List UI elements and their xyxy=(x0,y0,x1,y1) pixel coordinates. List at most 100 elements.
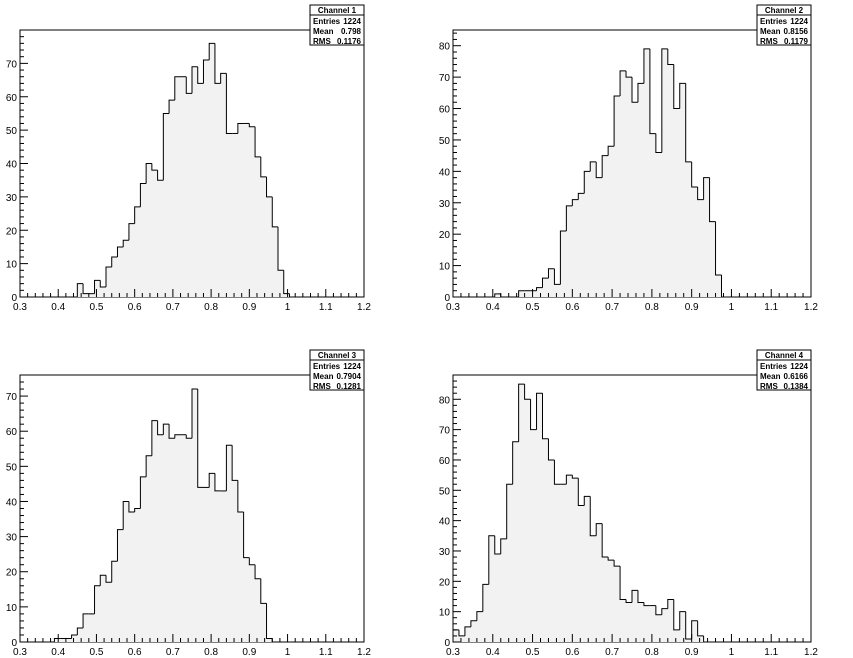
histogram-bin xyxy=(547,438,555,461)
histogram-panel-1: 0.3 0.4 0.5 0.6 0.7 0.8 0.9 1 1.1 1.2 0 10 20 30 40 50 6… xyxy=(6,4,371,313)
histogram-bin xyxy=(512,441,519,485)
stat-value: 0.1176 xyxy=(337,37,362,46)
histogram-bin xyxy=(613,95,621,147)
histogram-bin xyxy=(111,560,118,583)
histogram-bin xyxy=(673,64,680,110)
histogram-bin xyxy=(225,73,233,134)
stat-label: RMS xyxy=(760,37,778,46)
histogram-bin xyxy=(277,226,284,271)
histogram-bin xyxy=(565,474,573,485)
histogram-bin xyxy=(703,177,710,200)
histogram-bin xyxy=(266,603,273,639)
histogram-panel-4: 0.3 0.4 0.5 0.6 0.7 0.8 0.9 1 1.1 1.2 0 10 20 30 40 50 6… xyxy=(439,349,818,658)
stat-value: 1224 xyxy=(343,362,361,371)
histogram-bin xyxy=(601,523,609,558)
histogram-bin xyxy=(76,627,84,635)
histogram-bin xyxy=(82,283,89,295)
histogram-bin xyxy=(99,280,106,288)
x-tick-label: 0.3 xyxy=(13,647,27,658)
x-tick-label: 0.6 xyxy=(565,302,579,313)
x-tick-label: 0.6 xyxy=(128,647,142,658)
histogram-bin xyxy=(553,268,561,285)
histogram-bin xyxy=(185,76,192,94)
histogram-bin xyxy=(494,293,501,297)
histogram-bin xyxy=(589,161,597,172)
x-tick-label: 0.8 xyxy=(645,647,659,658)
stat-value: 0.1384 xyxy=(784,382,809,391)
histogram-bin xyxy=(655,605,662,616)
y-tick-label: 40 xyxy=(439,517,451,528)
y-tick-label: 10 xyxy=(6,603,18,614)
histogram-title: Channel 3 xyxy=(318,351,357,360)
histogram-bin xyxy=(518,383,525,442)
y-tick-label: 70 xyxy=(439,426,451,437)
histogram-bin xyxy=(191,66,198,94)
histogram-bin xyxy=(162,112,170,181)
y-tick-label: 10 xyxy=(439,262,451,273)
x-tick-label: 0.5 xyxy=(526,647,540,658)
stat-label: Mean xyxy=(313,27,334,36)
histogram-bin xyxy=(470,620,477,627)
histogram-bin xyxy=(82,613,89,628)
y-tick-label: 0 xyxy=(11,638,17,649)
stat-value: 1224 xyxy=(790,362,808,371)
x-tick-label: 1 xyxy=(729,647,735,658)
histogram-bin xyxy=(185,434,192,439)
y-tick-label: 30 xyxy=(439,547,451,558)
histogram-bin xyxy=(661,48,668,153)
stat-value: 0.7904 xyxy=(337,372,362,381)
x-tick-label: 0.6 xyxy=(565,647,579,658)
histogram-bin xyxy=(601,155,609,178)
histogram-bin xyxy=(99,574,106,586)
x-tick-label: 0.5 xyxy=(89,647,103,658)
histogram-bin xyxy=(237,480,244,513)
histogram-bin xyxy=(518,290,525,297)
histogram-fill xyxy=(453,48,811,297)
histogram-bin xyxy=(571,199,579,206)
y-tick-label: 30 xyxy=(6,533,18,544)
stat-value: 0.1179 xyxy=(784,37,809,46)
x-tick-label: 0.9 xyxy=(685,302,699,313)
x-tick-label: 0.8 xyxy=(204,302,218,313)
stat-label: Mean xyxy=(760,27,781,36)
histogram-bin xyxy=(151,420,158,456)
stat-value: 0.8156 xyxy=(784,27,809,36)
x-tick-label: 0.3 xyxy=(13,302,27,313)
y-tick-label: 50 xyxy=(439,486,451,497)
y-tick-label: 50 xyxy=(6,126,18,137)
histogram-title: Channel 1 xyxy=(318,6,357,15)
histogram-bin xyxy=(139,183,147,207)
histogram-bin xyxy=(607,557,615,561)
x-tick-label: 0.6 xyxy=(128,302,142,313)
y-tick-label: 0 xyxy=(444,293,450,304)
histogram-bin xyxy=(105,266,112,287)
histogram-bin xyxy=(530,399,537,431)
y-tick-label: 20 xyxy=(439,230,451,241)
stat-value: 1224 xyxy=(343,17,361,26)
histogram-bin xyxy=(571,475,579,479)
histogram-bin xyxy=(197,389,204,488)
x-tick-label: 0.4 xyxy=(51,302,65,313)
histogram-bin xyxy=(476,611,483,621)
histogram-bin xyxy=(237,122,244,134)
histogram-bin xyxy=(151,163,158,171)
stats-box: Channel 3 Entries 1224 Mean 0.7904 RMS 0.1281 xyxy=(309,349,365,391)
histogram-bin xyxy=(631,77,638,103)
stats-box-frame xyxy=(756,4,812,46)
histogram-bin xyxy=(191,388,198,439)
histogram-bin xyxy=(94,279,101,294)
x-tick-label: 1.1 xyxy=(764,647,778,658)
x-tick-label: 1.2 xyxy=(804,647,818,658)
histogram-title: Channel 2 xyxy=(765,6,804,15)
histogram-bin xyxy=(260,156,267,178)
histogram-bin xyxy=(553,459,561,485)
y-tick-label: 40 xyxy=(6,497,18,508)
y-tick-label: 80 xyxy=(439,395,451,406)
y-tick-label: 10 xyxy=(6,260,18,271)
histogram-bin xyxy=(565,205,573,232)
histogram-bin xyxy=(542,393,549,440)
histogram-bin xyxy=(709,177,716,223)
histogram-bin xyxy=(625,70,632,78)
histogram-bin xyxy=(260,578,267,604)
